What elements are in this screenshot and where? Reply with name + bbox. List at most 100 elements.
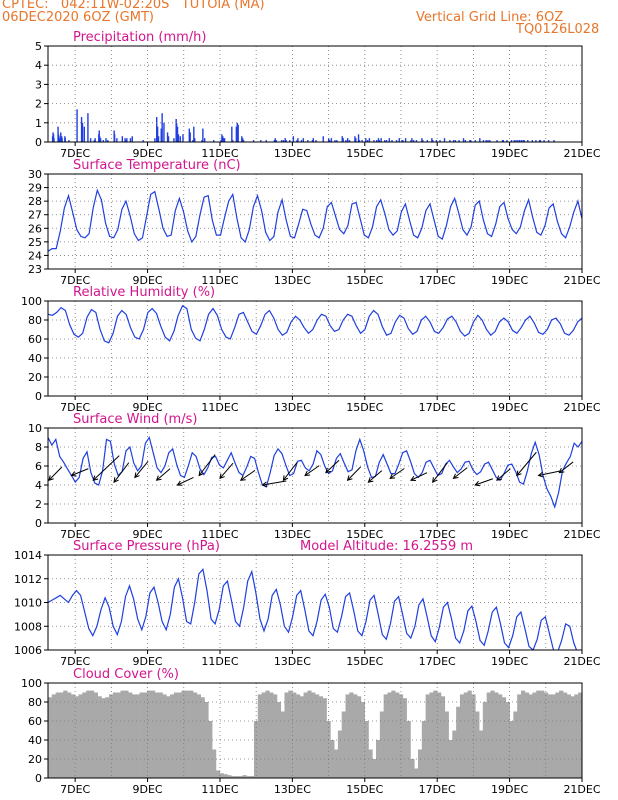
- humidity-xtick-label: 19DEC: [491, 401, 528, 414]
- precipitation-bar: [462, 138, 465, 142]
- precipitation-bar: [89, 138, 92, 142]
- cloud-bar: [406, 721, 411, 778]
- precipitation-bar: [395, 140, 398, 142]
- cloud-bar: [257, 694, 262, 778]
- precipitation-xtick-label: 7DEC: [60, 147, 90, 160]
- wind-arrow-head: [452, 473, 459, 479]
- cloud-bar: [158, 692, 163, 778]
- precipitation-bar: [237, 124, 239, 142]
- pressure-xtick-label: 7DEC: [60, 655, 90, 668]
- cloud-title: Cloud Cover (%): [73, 667, 179, 682]
- precipitation-bar: [401, 140, 403, 142]
- wind-arrow-head: [155, 475, 162, 481]
- precipitation-bar: [398, 138, 400, 142]
- precipitation-bar: [124, 138, 126, 142]
- precipitation-bar: [435, 140, 438, 142]
- precipitation-bar: [131, 136, 133, 142]
- precipitation-bar: [80, 117, 83, 142]
- precipitation-bar: [87, 113, 89, 142]
- precipitation-bar: [189, 132, 191, 142]
- wind-ytick-label: 6: [35, 460, 42, 473]
- precipitation-bar: [274, 138, 276, 142]
- precipitation-bar: [328, 140, 331, 142]
- precipitation-bar: [432, 140, 434, 142]
- wind-arrow-head: [176, 480, 183, 486]
- precipitation-bar: [366, 140, 369, 142]
- cloud-bar: [467, 690, 472, 778]
- temperature-ytick-label: 25: [28, 236, 42, 249]
- cloud-bar: [448, 740, 453, 778]
- cloud-bar: [356, 696, 362, 778]
- precipitation-bar: [285, 140, 287, 142]
- precipitation-bar: [404, 138, 407, 142]
- cloud-bar: [276, 702, 282, 778]
- precipitation-bar: [289, 140, 291, 142]
- temperature-ytick-label: 30: [28, 168, 42, 181]
- precipitation-bar: [163, 122, 165, 142]
- cloud-bar: [337, 730, 343, 778]
- precipitation-bar: [422, 140, 424, 142]
- wind-arrow-shaft: [198, 454, 216, 476]
- wind-arrow: [261, 480, 287, 488]
- precipitation-bar: [547, 140, 550, 142]
- precipitation-bar: [470, 140, 472, 142]
- wind-arrow-head: [496, 475, 502, 481]
- precipitation-ytick-label: 2: [35, 98, 42, 111]
- wind-arrow: [516, 451, 537, 477]
- temperature-xtick-label: 7DEC: [60, 274, 90, 287]
- wind-arrow: [113, 462, 130, 483]
- precipitation-bar: [538, 140, 541, 142]
- cloud-bar: [86, 690, 91, 778]
- wind-arrow-head: [367, 477, 374, 483]
- precipitation-bar: [515, 140, 517, 142]
- cloud-bar: [547, 694, 552, 778]
- pressure-frame: [47, 554, 583, 651]
- precipitation-bar: [426, 140, 429, 142]
- precipitation-bar: [94, 138, 96, 142]
- precipitation-bar: [510, 140, 513, 142]
- cloud-bar: [360, 702, 365, 778]
- precipitation-bar: [105, 138, 107, 142]
- wind-arrow: [325, 459, 340, 474]
- precipitation-bar: [98, 136, 101, 142]
- precipitation-bar: [523, 140, 525, 142]
- cloud-bar: [70, 694, 76, 778]
- precipitation-bar: [167, 136, 170, 142]
- precipitation-bar: [177, 134, 180, 142]
- wind-title: Surface Wind (m/s): [73, 412, 197, 427]
- header-date: 06DEC2020 6OZ (GMT): [2, 10, 154, 25]
- precipitation-bar: [384, 140, 386, 142]
- cloud-bar: [532, 692, 537, 778]
- cloud-bar: [63, 690, 68, 778]
- humidity-ytick-label: 20: [28, 371, 42, 384]
- cloud-bar: [376, 740, 381, 778]
- precipitation-bar: [322, 136, 324, 142]
- temperature-ytick-label: 26: [28, 222, 42, 235]
- wind-xtick-label: 7DEC: [60, 528, 90, 541]
- precipitation-bar: [377, 138, 380, 142]
- cloud-bar: [204, 702, 209, 778]
- temperature-xtick-label: 21DEC: [563, 274, 600, 287]
- cloud-bar: [59, 692, 64, 778]
- wind-arrow-shaft: [410, 472, 428, 481]
- wind-arrow-shaft: [475, 478, 494, 486]
- cloud-bar: [48, 697, 53, 778]
- precipitation-bar: [336, 140, 338, 142]
- precipitation-bar: [355, 138, 357, 142]
- cloud-bar: [570, 696, 575, 778]
- precipitation-ytick-label: 3: [35, 78, 42, 91]
- wind-arrow-shaft: [516, 451, 537, 476]
- cloud-bar: [555, 692, 560, 778]
- wind-arrow: [474, 478, 494, 487]
- cloud-bar: [147, 690, 152, 778]
- wind-arrow: [176, 476, 194, 486]
- precipitation-bar: [296, 140, 298, 142]
- precipitation-bar: [388, 138, 391, 142]
- precipitation-bar: [125, 140, 127, 142]
- wind-arrow-head: [92, 475, 99, 481]
- precipitation-bar: [265, 140, 267, 142]
- wind-arrow-shaft: [262, 480, 287, 486]
- cloud-bar: [475, 711, 480, 778]
- wind-arrow: [48, 466, 63, 481]
- precipitation-bar: [60, 132, 62, 142]
